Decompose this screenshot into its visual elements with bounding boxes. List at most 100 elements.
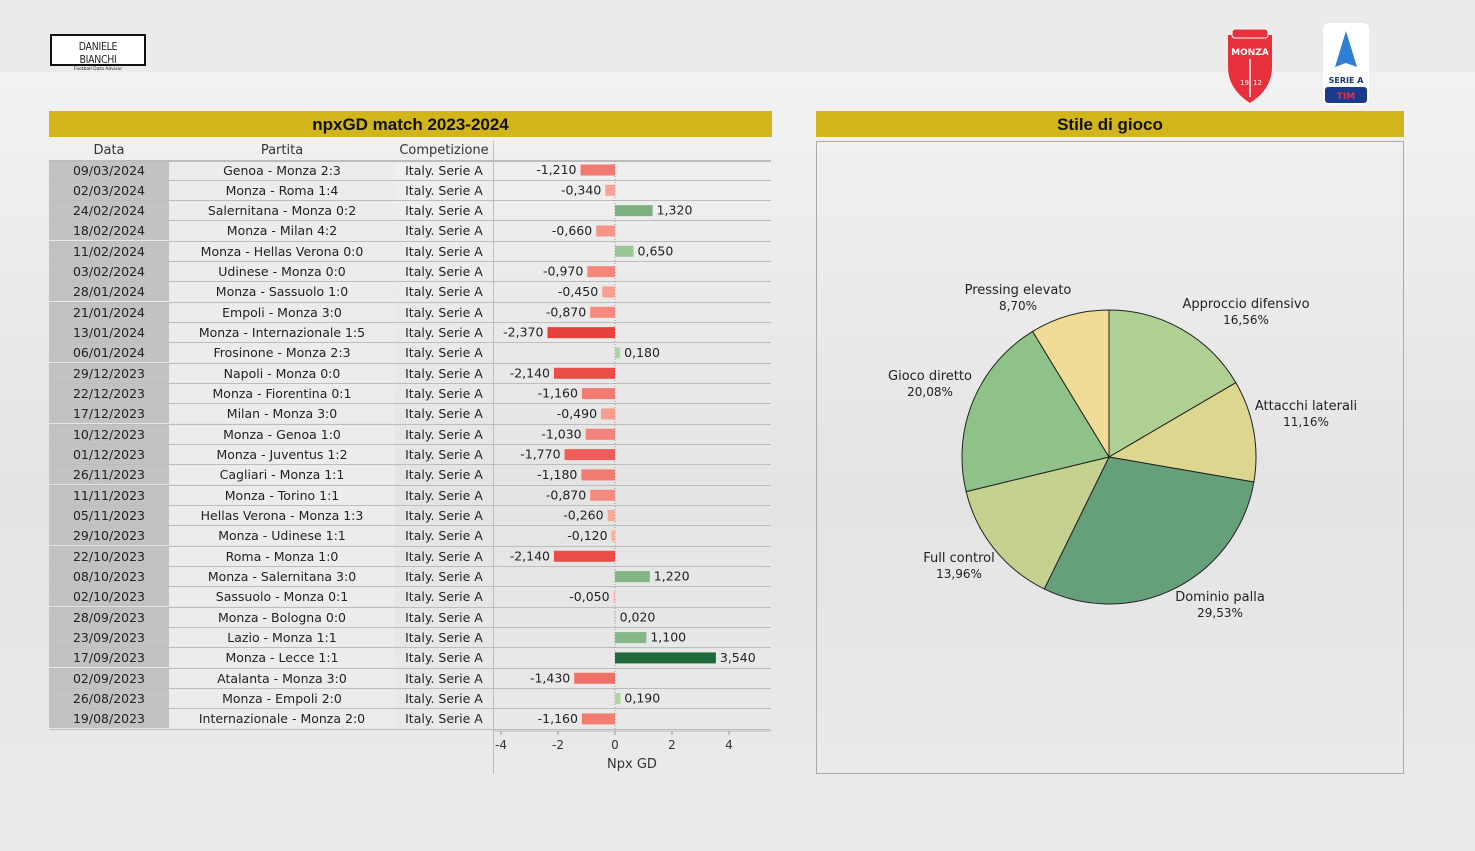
npxgd-title: npxGD match 2023-2024 — [49, 111, 772, 137]
row-date: 17/09/2023 — [49, 648, 169, 668]
bar — [581, 388, 615, 400]
table-row: 10/12/2023 Monza - Genoa 1:0 Italy. Serie … — [49, 424, 771, 446]
bar-label: -0,450 — [558, 284, 598, 299]
row-competition: Italy. Serie A — [405, 589, 483, 605]
row-competition: Italy. Serie A — [405, 670, 483, 686]
bar — [596, 225, 615, 237]
brand-logo: DANIELE BIANCHI Football Data Advisor — [50, 34, 146, 72]
col-header-competition: Competizione — [399, 143, 489, 158]
row-match: Salernitana - Monza 0:2 — [169, 201, 395, 221]
bar-label: -1,430 — [530, 670, 570, 685]
row-competition: Italy. Serie A — [405, 691, 483, 707]
slice-name: Gioco diretto — [888, 369, 972, 384]
bar-label: 0,020 — [620, 609, 656, 624]
bar-label: -1,770 — [520, 447, 560, 462]
row-date: 29/12/2023 — [49, 363, 169, 383]
row-match: Sassuolo - Monza 0:1 — [169, 587, 395, 607]
row-date: 11/02/2024 — [49, 241, 169, 261]
club-name: MONZA — [1231, 48, 1269, 58]
chart-divider — [493, 141, 494, 774]
row-match: Lazio - Monza 1:1 — [169, 628, 395, 648]
table-row: 28/01/2024 Monza - Sassuolo 1:0 Italy. Ser… — [49, 282, 771, 303]
row-date: 02/09/2023 — [49, 668, 169, 688]
row-match: Empoli - Monza 3:0 — [169, 302, 395, 322]
pie-slice — [1107, 381, 1257, 483]
slice-name: Dominio palla — [1175, 590, 1265, 605]
row-match: Roma - Monza 1:0 — [169, 546, 395, 566]
bar-label: -0,050 — [569, 589, 609, 604]
row-competition: Italy. Serie A — [405, 426, 483, 442]
bar — [547, 327, 615, 339]
row-competition: Italy. Serie A — [405, 162, 483, 178]
row-competition: Italy. Serie A — [405, 203, 483, 219]
row-date: 28/09/2023 — [49, 607, 169, 627]
table-row: 02/03/2024 Monza - Roma 1:4 Italy. Serie A — [49, 180, 771, 202]
row-date: 10/12/2023 — [49, 424, 169, 444]
bar — [581, 713, 615, 725]
col-header-match: Partita — [260, 143, 304, 158]
play-style-title: Stile di gioco — [816, 111, 1404, 137]
row-competition: Italy. Serie A — [405, 182, 483, 198]
club-year: 19 — [1240, 79, 1249, 87]
row-date: 03/02/2024 — [49, 262, 169, 282]
pie-slice — [1031, 309, 1110, 459]
row-date: 22/12/2023 — [49, 384, 169, 404]
bar — [615, 693, 621, 705]
table-row: 11/11/2023 Monza - Torino 1:1 Italy. Serie… — [49, 485, 771, 507]
bar-label: -0,120 — [567, 528, 607, 543]
row-competition: Italy. Serie A — [405, 508, 483, 524]
club-year: 12 — [1253, 79, 1262, 87]
bar — [615, 205, 653, 217]
row-date: 05/11/2023 — [49, 506, 169, 526]
row-date: 28/01/2024 — [49, 282, 169, 302]
row-match: Monza - Sassuolo 1:0 — [169, 282, 395, 302]
bar — [587, 266, 615, 278]
pie-slice — [961, 330, 1110, 493]
row-date: 26/11/2023 — [49, 465, 169, 485]
brand-name: DANIELE BIANCHI — [78, 40, 118, 66]
table-row: 02/10/2023 Sassuolo - Monza 0:1 Italy. Ser… — [49, 587, 771, 608]
row-date: 13/01/2024 — [49, 323, 169, 343]
bar-label: -0,970 — [543, 264, 583, 279]
row-competition: Italy. Serie A — [405, 609, 483, 625]
row-match: Monza - Genoa 1:0 — [169, 424, 395, 444]
bar — [590, 306, 615, 318]
table-row: 21/01/2024 Empoli - Monza 3:0 Italy. Serie… — [49, 302, 771, 324]
table-row: 05/11/2023 Hellas Verona - Monza 1:3 Italy… — [49, 506, 771, 527]
row-competition: Italy. Serie A — [405, 548, 483, 564]
table-row: 11/02/2024 Monza - Hellas Verona 0:0 Italy… — [49, 241, 771, 263]
row-competition: Italy. Serie A — [405, 284, 483, 300]
bar — [601, 408, 615, 420]
monza-crest: MONZA 19 12 — [1228, 28, 1272, 103]
table-row: 18/02/2024 Monza - Milan 4:2 Italy. Serie … — [49, 221, 771, 242]
slice-percent: 16,56% — [1223, 313, 1269, 327]
table-row: 08/10/2023 Monza - Salernitana 3:0 Italy. … — [49, 567, 771, 588]
row-date: 24/02/2024 — [49, 201, 169, 221]
row-competition: Italy. Serie A — [405, 345, 483, 361]
table-row: 29/12/2023 Napoli - Monza 0:0 Italy. Serie… — [49, 363, 771, 385]
x-tick-label: 4 — [725, 738, 733, 752]
table-row: 03/02/2024 Udinese - Monza 0:0 Italy. Seri… — [49, 262, 771, 283]
bar — [564, 449, 615, 461]
slice-name: Full control — [923, 551, 994, 566]
table-row: 26/11/2023 Cagliari - Monza 1:1 Italy. Ser… — [49, 465, 771, 486]
bar-label: -1,160 — [538, 386, 578, 401]
bar-label: 0,180 — [624, 345, 660, 360]
row-match: Monza - Lecce 1:1 — [169, 648, 395, 668]
row-competition: Italy. Serie A — [405, 223, 483, 239]
bar-label: 1,100 — [650, 630, 686, 645]
bar-label: -0,870 — [546, 487, 586, 502]
row-match: Monza - Milan 4:2 — [169, 221, 395, 241]
row-date: 11/11/2023 — [49, 485, 169, 505]
table-row: 29/10/2023 Monza - Udinese 1:1 Italy. Seri… — [49, 526, 771, 547]
bar — [607, 510, 615, 522]
row-match: Internazionale - Monza 2:0 — [169, 709, 395, 729]
pie-slice — [1108, 309, 1237, 458]
row-competition: Italy. Serie A — [405, 304, 483, 320]
table-row: 19/08/2023 Internazionale - Monza 2:0 Ital… — [49, 709, 771, 730]
bar-label: -0,490 — [557, 406, 597, 421]
x-tick-label: 0 — [611, 738, 619, 752]
row-match: Monza - Empoli 2:0 — [169, 689, 395, 709]
